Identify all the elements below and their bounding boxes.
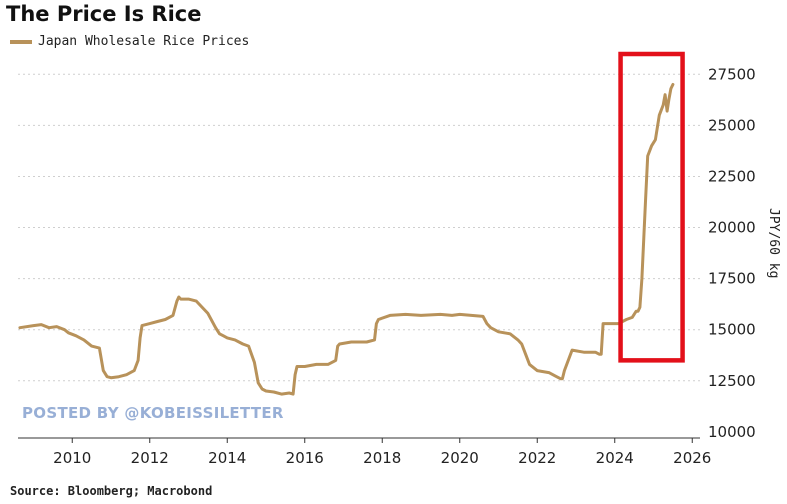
highlight-box bbox=[618, 51, 685, 363]
x-tick-label: 2026 bbox=[673, 449, 711, 467]
x-tick-label: 2024 bbox=[596, 449, 634, 467]
y-tick-label: 22500 bbox=[708, 167, 756, 185]
y-tick-label: 25000 bbox=[708, 116, 756, 134]
y-tick-label: 15000 bbox=[708, 321, 756, 339]
source-note: Source: Bloomberg; Macrobond bbox=[10, 484, 213, 498]
x-tick-label: 2012 bbox=[131, 449, 169, 467]
gridlines bbox=[18, 73, 700, 382]
y-tick-label: 20000 bbox=[708, 219, 756, 237]
x-tick-label: 2022 bbox=[518, 449, 556, 467]
legend-swatch bbox=[10, 39, 32, 44]
y-ticks: 10000 12500 15000 17500 20000 22500 25000 27500 bbox=[708, 65, 756, 441]
x-tick-label: 2016 bbox=[286, 449, 324, 467]
y-tick-label: 17500 bbox=[708, 270, 756, 288]
y-tick-label: 27500 bbox=[708, 65, 756, 83]
y-axis-label: JPY/60 kg bbox=[766, 208, 781, 278]
legend-label: Japan Wholesale Rice Prices bbox=[38, 34, 250, 49]
x-tick-label: 2018 bbox=[363, 449, 401, 467]
watermark: POSTED BY @KOBEISSILETTER bbox=[22, 404, 284, 422]
y-tick-label: 10000 bbox=[708, 423, 756, 441]
series-line bbox=[18, 83, 675, 396]
y-tick-label: 12500 bbox=[708, 372, 756, 390]
legend: Japan Wholesale Rice Prices bbox=[10, 34, 249, 49]
chart-title: The Price Is Rice bbox=[6, 2, 202, 26]
x-tick-label: 2020 bbox=[441, 449, 479, 467]
x-tick-label: 2010 bbox=[53, 449, 91, 467]
x-tick-label: 2014 bbox=[208, 449, 246, 467]
x-ticks: 2010 2012 2014 2016 2018 2020 2022 2024 2026 bbox=[53, 438, 711, 467]
